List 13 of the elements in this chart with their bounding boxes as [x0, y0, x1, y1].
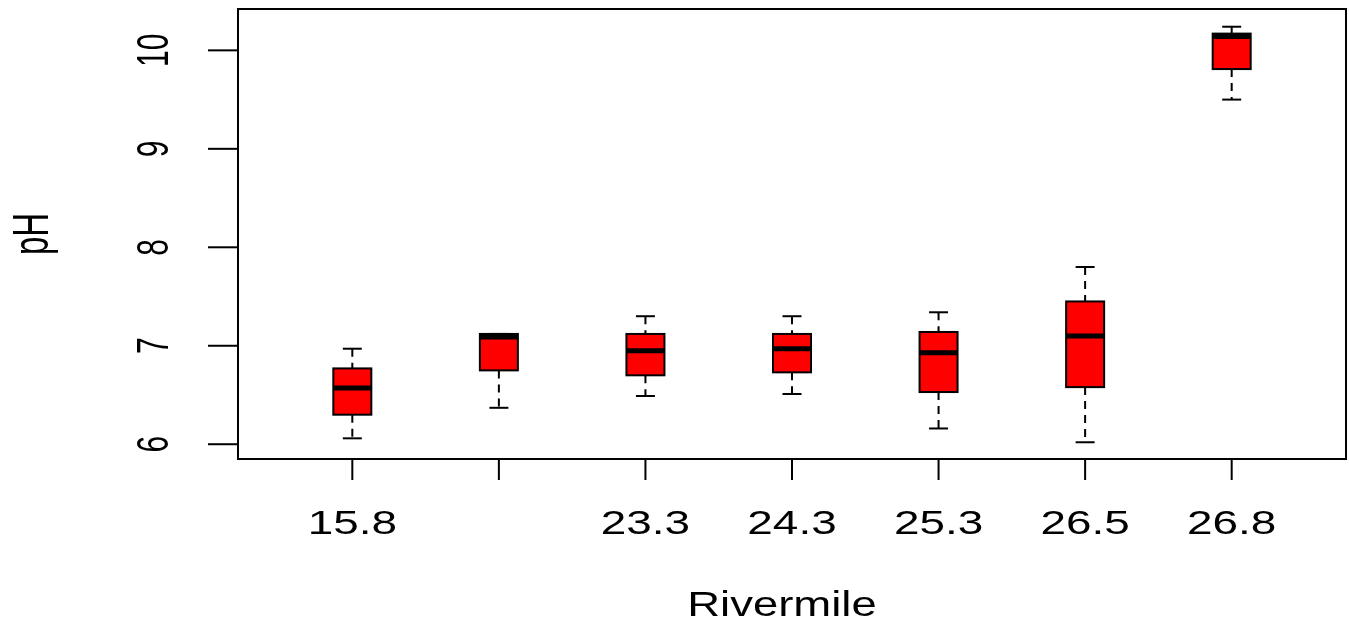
x-tick-label: 23.3 — [600, 502, 691, 542]
y-tick-label: 8 — [126, 238, 178, 256]
x-tick-label: 25.3 — [893, 502, 984, 542]
x-tick-label: 26.5 — [1040, 502, 1130, 542]
y-tick-label: 9 — [126, 140, 178, 158]
x-tick-label: 24.3 — [747, 502, 837, 542]
y-tick-label: 10 — [126, 33, 178, 68]
y-axis-title: pH — [3, 212, 59, 256]
y-tick-label: 6 — [126, 435, 178, 453]
y-tick-label: 7 — [126, 337, 178, 355]
x-axis-title: Rivermile — [687, 584, 877, 623]
x-tick-label: 15.8 — [307, 502, 397, 542]
x-tick-label: 26.8 — [1187, 502, 1277, 542]
